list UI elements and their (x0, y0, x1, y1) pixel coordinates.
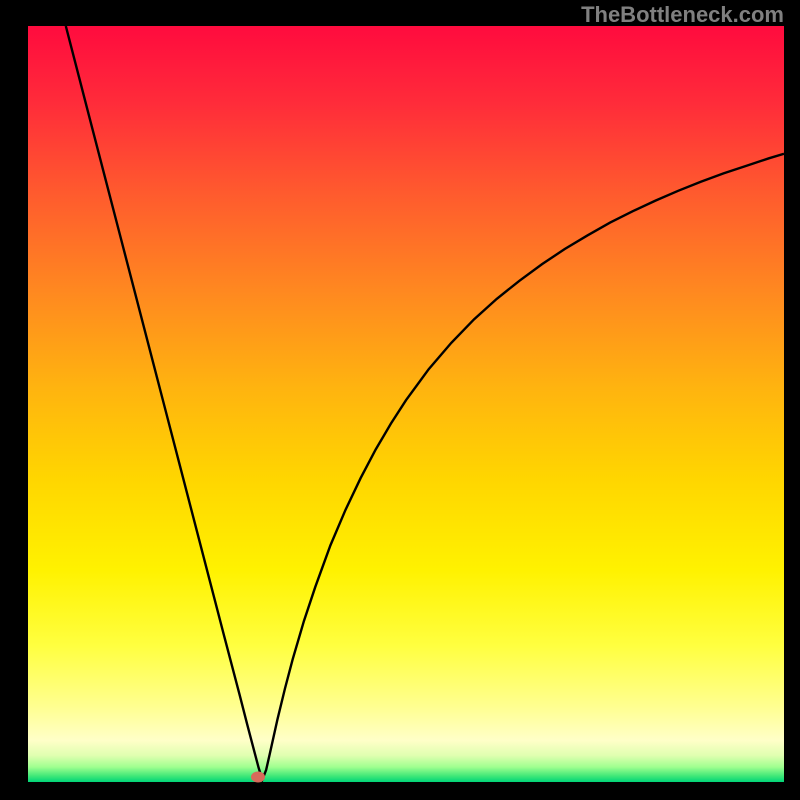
bottleneck-curve (66, 26, 784, 780)
plot-area (28, 26, 784, 782)
watermark-text: TheBottleneck.com (581, 2, 784, 28)
curve-svg (28, 26, 784, 782)
optimum-marker (251, 772, 265, 783)
